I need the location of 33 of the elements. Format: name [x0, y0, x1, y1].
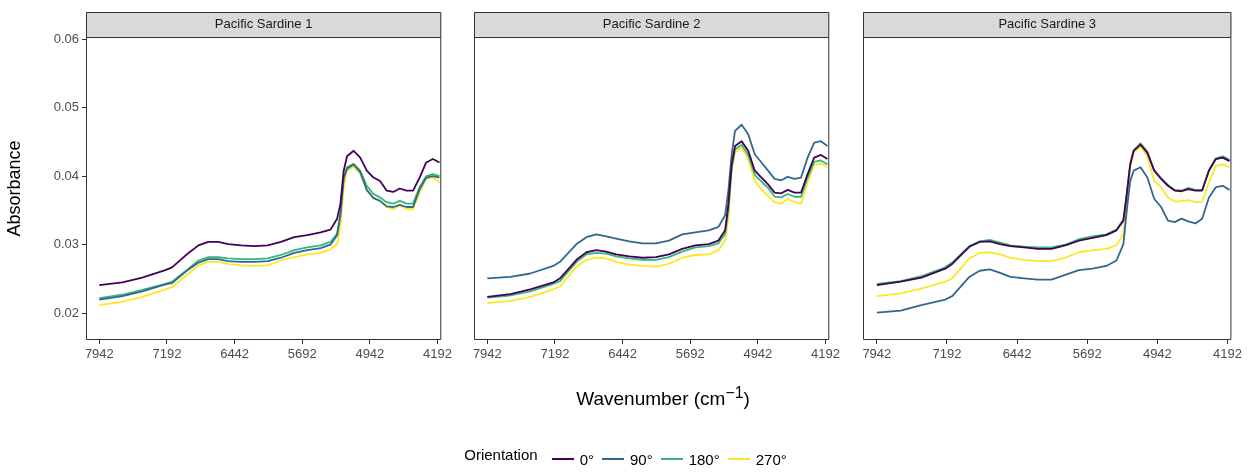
x-tick-label: 5692	[287, 346, 317, 362]
x-tick-label: 6442	[1002, 346, 1032, 362]
legend-label: 90°	[629, 450, 653, 468]
y-axis-title: Absorbance	[3, 140, 24, 237]
y-tick-label: 0.04	[53, 167, 79, 183]
x-tick-label: 4192	[423, 346, 452, 362]
y-tick-label: 0.02	[53, 304, 79, 320]
x-tick-label: 4942	[1142, 346, 1172, 362]
y-tick-label: 0.05	[53, 99, 79, 115]
y-tick-label: 0.03	[53, 236, 79, 252]
x-tick-label: 6442	[608, 346, 638, 362]
legend-label: 270°	[755, 450, 787, 468]
chart-title: Pacific Sardine 1	[214, 16, 313, 32]
legend-title: Orientation	[464, 446, 538, 463]
x-tick-label: 6442	[220, 346, 250, 362]
x-tick-label: 4942	[355, 346, 385, 362]
x-tick-label: 7942	[472, 346, 502, 362]
x-tick-label: 5692	[675, 346, 705, 362]
chart-title: Pacific Sardine 2	[602, 16, 701, 32]
legend-label: 0°	[579, 450, 594, 468]
x-tick-label: 4942	[743, 346, 773, 362]
x-tick-label: 5692	[1072, 346, 1102, 362]
x-tick-label: 7192	[152, 346, 182, 362]
x-tick-label: 7942	[84, 346, 114, 362]
chart-title: Pacific Sardine 3	[998, 16, 1096, 32]
x-tick-label: 4192	[1213, 346, 1242, 362]
x-tick-label: 7942	[862, 346, 892, 362]
y-tick-label: 0.06	[53, 30, 79, 46]
x-tick-label: 7192	[932, 346, 962, 362]
x-tick-label: 7192	[540, 346, 570, 362]
x-tick-label: 4192	[811, 346, 840, 362]
legend-label: 180°	[688, 450, 720, 468]
x-axis-title: Wavenumber (cm$^{−1}$)	[575, 384, 751, 411]
